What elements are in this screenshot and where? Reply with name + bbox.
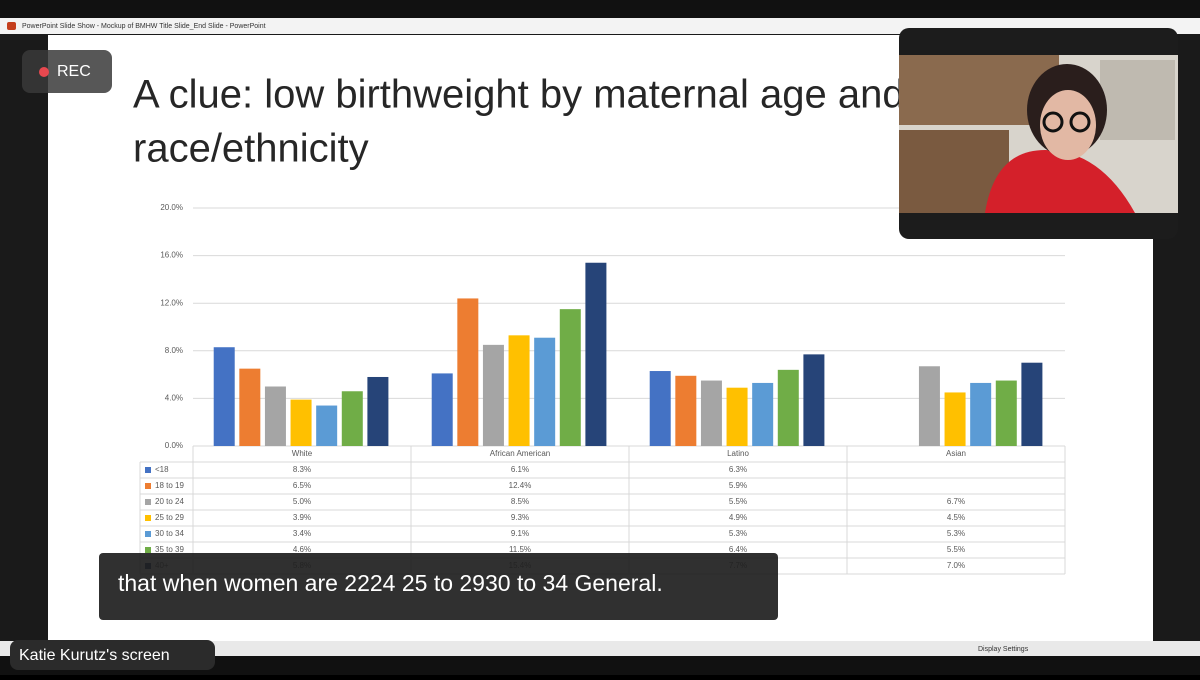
person-body bbox=[985, 150, 1135, 213]
data-label: 8.5% bbox=[511, 497, 529, 506]
bar bbox=[290, 399, 312, 446]
caption: that when women are 2224 25 to 2930 to 3… bbox=[118, 570, 663, 596]
data-label: 3.4% bbox=[293, 529, 311, 538]
bar bbox=[482, 344, 504, 446]
x-tick-label: Latino bbox=[727, 449, 749, 458]
bar bbox=[457, 298, 479, 446]
data-label: 7.0% bbox=[947, 561, 965, 570]
data-label: 6.7% bbox=[947, 497, 965, 506]
data-label: 5.3% bbox=[729, 529, 747, 538]
bar bbox=[995, 380, 1017, 446]
y-tick-label: 12.0% bbox=[160, 298, 183, 307]
bar bbox=[316, 405, 338, 446]
bar bbox=[431, 373, 453, 446]
bar bbox=[585, 262, 607, 446]
legend-label: <18 bbox=[155, 465, 169, 474]
data-label: 4.5% bbox=[947, 513, 965, 522]
rec-button[interactable]: REC bbox=[22, 50, 112, 93]
x-tick-label: African American bbox=[490, 449, 550, 458]
bar bbox=[534, 337, 556, 446]
data-label: 4.9% bbox=[729, 513, 747, 522]
data-label: 5.0% bbox=[293, 497, 311, 506]
data-label: 11.5% bbox=[509, 545, 531, 554]
y-tick-label: 0.0% bbox=[165, 441, 183, 450]
data-label: 5.9% bbox=[729, 481, 747, 490]
status-bar bbox=[0, 641, 1200, 656]
y-tick-label: 20.0% bbox=[160, 203, 183, 212]
bar bbox=[1021, 362, 1043, 446]
data-label: 9.1% bbox=[511, 529, 529, 538]
data-label: 6.1% bbox=[511, 465, 529, 474]
bar bbox=[970, 382, 992, 446]
legend-swatch bbox=[145, 483, 151, 489]
legend-swatch bbox=[145, 467, 151, 473]
bar bbox=[264, 386, 286, 446]
legend-label: 30 to 34 bbox=[155, 529, 184, 538]
rec-background[interactable] bbox=[22, 50, 112, 93]
data-label: 6.5% bbox=[293, 481, 311, 490]
data-label: 5.3% bbox=[947, 529, 965, 538]
slide-title: race/ethnicity bbox=[133, 127, 369, 171]
bar bbox=[559, 309, 581, 446]
display-settings[interactable]: Display Settings bbox=[978, 646, 1029, 653]
glasses bbox=[1042, 111, 1064, 133]
rec-dot bbox=[39, 67, 49, 77]
rec-label: REC bbox=[57, 63, 91, 80]
legend-swatch bbox=[145, 531, 151, 537]
app-icon bbox=[7, 22, 16, 30]
bar bbox=[803, 354, 825, 446]
bar bbox=[367, 376, 389, 446]
glasses bbox=[1069, 111, 1091, 133]
y-tick-label: 16.0% bbox=[160, 251, 183, 260]
legend-swatch bbox=[145, 547, 151, 553]
data-label: 12.4% bbox=[509, 481, 532, 490]
bar bbox=[239, 368, 261, 446]
bar bbox=[726, 387, 748, 446]
data-label: 3.9% bbox=[293, 513, 311, 522]
bar bbox=[649, 371, 671, 446]
legend-label: 25 to 29 bbox=[155, 513, 184, 522]
legend-label: 18 to 19 bbox=[155, 481, 184, 490]
shelf bbox=[1100, 60, 1175, 140]
y-tick-label: 8.0% bbox=[165, 346, 183, 355]
caption-box bbox=[99, 553, 778, 620]
bar bbox=[213, 347, 235, 446]
legend-swatch bbox=[145, 499, 151, 505]
screen-label: Katie Kurutz's screen bbox=[19, 647, 170, 664]
bar bbox=[752, 382, 774, 446]
legend-label: 20 to 24 bbox=[155, 497, 184, 506]
data-label: 8.3% bbox=[293, 465, 311, 474]
data-label: 5.5% bbox=[947, 545, 965, 554]
screen-label-box bbox=[10, 640, 215, 670]
data-label: 5.5% bbox=[729, 497, 747, 506]
bar bbox=[341, 391, 363, 446]
bar bbox=[675, 375, 697, 446]
bar bbox=[944, 392, 966, 446]
video-tile bbox=[899, 28, 1178, 239]
data-label: 4.6% bbox=[293, 545, 311, 554]
bar bbox=[700, 380, 722, 446]
x-tick-label: White bbox=[292, 449, 313, 458]
data-label: 9.3% bbox=[511, 513, 529, 522]
bar bbox=[508, 335, 530, 446]
slide-title: A clue: low birthweight by maternal age … bbox=[133, 73, 905, 117]
person-face bbox=[1040, 90, 1096, 160]
data-label: 6.3% bbox=[729, 465, 747, 474]
window-bar bbox=[0, 18, 1200, 34]
legend-swatch bbox=[145, 515, 151, 521]
chart: 0.0% 4.0% 8.0% 12.0% 16.0% 20.0% White African … bbox=[139, 203, 1066, 575]
bar bbox=[918, 366, 940, 446]
y-tick-label: 4.0% bbox=[165, 394, 183, 403]
bar bbox=[777, 369, 799, 446]
legend-label: 35 to 39 bbox=[155, 545, 184, 554]
window-title: PowerPoint Slide Show - Mockup of BMHW T… bbox=[22, 23, 266, 30]
x-tick-label: Asian bbox=[946, 449, 966, 458]
data-label: 6.4% bbox=[729, 545, 747, 554]
